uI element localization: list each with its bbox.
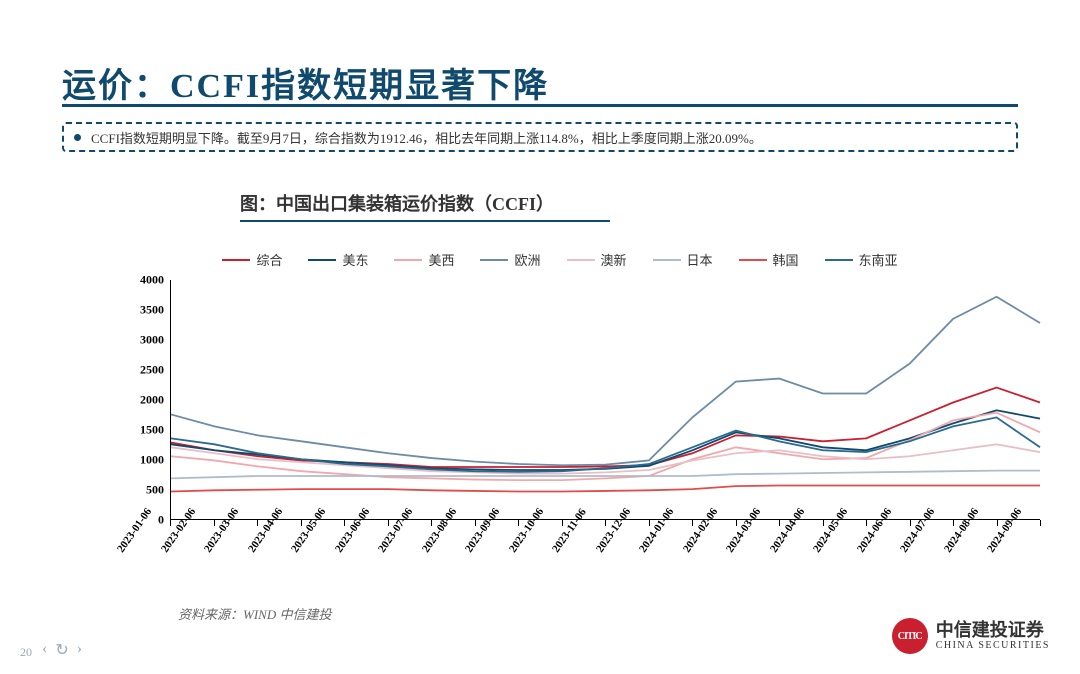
- y-tick-label: 2000: [140, 393, 164, 408]
- series-line: [171, 486, 1040, 492]
- x-tick-mark: [997, 520, 998, 526]
- x-tick-mark: [257, 520, 258, 526]
- x-tick-mark: [388, 520, 389, 526]
- legend-label: 澳新: [601, 250, 627, 269]
- y-tick-label: 1000: [140, 453, 164, 468]
- legend-line-icon: [308, 259, 336, 261]
- legend-item: 东南亚: [825, 250, 898, 269]
- legend-item: 韩国: [739, 250, 799, 269]
- brand-name-en: CHINA SECURITIES: [936, 640, 1050, 651]
- x-axis-ticks: 2023-01-062023-02-062023-03-062023-04-06…: [170, 528, 1040, 608]
- legend-item: 日本: [653, 250, 713, 269]
- bullet-icon: [74, 134, 81, 141]
- brand-name-cn: 中信建投证券: [936, 621, 1050, 641]
- x-tick-mark: [953, 520, 954, 526]
- x-tick-mark: [475, 520, 476, 526]
- y-axis: 05001000150020002500300035004000: [120, 280, 170, 520]
- x-tick-mark: [779, 520, 780, 526]
- legend-line-icon: [739, 259, 767, 261]
- x-tick-mark: [344, 520, 345, 526]
- title-underline: [62, 104, 1018, 107]
- x-tick-mark: [605, 520, 606, 526]
- slide-title: 运价：CCFI指数短期显著下降: [62, 58, 549, 107]
- series-line: [171, 417, 1040, 471]
- series-line: [171, 388, 1040, 467]
- y-tick-label: 3000: [140, 333, 164, 348]
- x-tick-mark: [1040, 520, 1041, 526]
- source-text: 资料来源：WIND 中信建投: [178, 604, 331, 623]
- plot-region: [170, 280, 1040, 520]
- legend-label: 韩国: [773, 250, 799, 269]
- y-tick-label: 3500: [140, 303, 164, 318]
- series-line: [171, 413, 1040, 481]
- prev-icon[interactable]: ‹: [42, 640, 47, 660]
- slide-nav-icons: ‹ ↻ ›: [42, 640, 82, 660]
- legend-item: 美东: [308, 250, 368, 269]
- note-box: CCFI指数短期明显下降。截至9月7日，综合指数为1912.46，相比去年同期上…: [62, 122, 1018, 152]
- x-tick-mark: [214, 520, 215, 526]
- y-tick-label: 0: [158, 513, 164, 528]
- note-text: CCFI指数短期明显下降。截至9月7日，综合指数为1912.46，相比去年同期上…: [91, 128, 762, 147]
- x-tick-mark: [910, 520, 911, 526]
- legend-line-icon: [567, 259, 595, 261]
- chart-title: 图：中国出口集装箱运价指数（CCFI）: [240, 190, 610, 222]
- x-tick-mark: [692, 520, 693, 526]
- x-tick-mark: [649, 520, 650, 526]
- brand-logo-icon: CITIC: [892, 618, 928, 654]
- legend-label: 美东: [342, 250, 368, 269]
- legend-label: 东南亚: [859, 250, 898, 269]
- brand-block: CITIC 中信建投证券 CHINA SECURITIES: [892, 618, 1050, 654]
- y-tick-label: 2500: [140, 363, 164, 378]
- plot-svg: [171, 280, 1040, 519]
- legend-item: 欧洲: [480, 250, 540, 269]
- legend-label: 综合: [256, 250, 282, 269]
- legend-item: 美西: [394, 250, 454, 269]
- y-tick-label: 1500: [140, 423, 164, 438]
- x-tick-mark: [823, 520, 824, 526]
- legend-line-icon: [825, 259, 853, 261]
- legend-line-icon: [480, 259, 508, 261]
- x-tick-mark: [301, 520, 302, 526]
- legend-item: 澳新: [567, 250, 627, 269]
- legend-label: 美西: [428, 250, 454, 269]
- legend-line-icon: [222, 259, 250, 261]
- x-tick-mark: [518, 520, 519, 526]
- replay-icon[interactable]: ↻: [55, 640, 68, 660]
- x-tick-mark: [866, 520, 867, 526]
- page-number: 20: [20, 645, 32, 660]
- legend-line-icon: [653, 259, 681, 261]
- legend-item: 综合: [222, 250, 282, 269]
- x-tick-mark: [562, 520, 563, 526]
- legend-label: 欧洲: [514, 250, 540, 269]
- legend-label: 日本: [687, 250, 713, 269]
- chart-legend: 综合 美东 美西 欧洲 澳新 日本 韩国 东南亚: [200, 250, 920, 269]
- x-tick-mark: [431, 520, 432, 526]
- legend-line-icon: [394, 259, 422, 261]
- chart-area: 05001000150020002500300035004000: [120, 280, 1040, 520]
- x-tick-mark: [170, 520, 171, 526]
- next-icon[interactable]: ›: [77, 640, 82, 660]
- y-tick-label: 500: [146, 483, 164, 498]
- y-tick-label: 4000: [140, 273, 164, 288]
- x-tick-mark: [736, 520, 737, 526]
